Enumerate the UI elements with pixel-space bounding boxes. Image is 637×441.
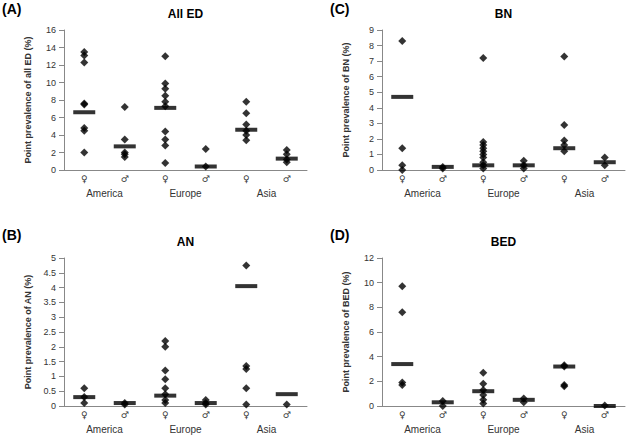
svg-text:Point prevalence of BN (%): Point prevalence of BN (%): [341, 42, 351, 157]
svg-text:America: America: [404, 188, 441, 199]
svg-text:1: 1: [51, 371, 56, 381]
svg-text:♀: ♀: [561, 174, 568, 184]
svg-text:♂: ♂: [601, 174, 609, 184]
svg-text:Asia: Asia: [257, 424, 277, 435]
svg-text:♀: ♀: [162, 410, 169, 420]
svg-text:7: 7: [369, 56, 374, 66]
svg-text:4: 4: [369, 352, 374, 362]
svg-text:Europe: Europe: [487, 424, 520, 435]
svg-text:Point prevalence of BED (%): Point prevalence of BED (%): [341, 271, 351, 392]
svg-text:♀: ♀: [399, 410, 406, 420]
svg-text:(C): (C): [330, 1, 349, 17]
svg-text:12: 12: [46, 60, 56, 70]
svg-text:2: 2: [369, 134, 374, 144]
svg-text:(A): (A): [2, 1, 21, 17]
svg-text:1: 1: [369, 149, 374, 159]
svg-text:♀: ♀: [243, 174, 250, 184]
svg-text:Asia: Asia: [257, 188, 277, 199]
svg-text:3: 3: [51, 312, 56, 322]
svg-text:BN: BN: [495, 7, 512, 21]
svg-text:Europe: Europe: [487, 188, 520, 199]
svg-text:America: America: [86, 188, 123, 199]
svg-text:(D): (D): [330, 227, 349, 243]
svg-text:2: 2: [51, 148, 56, 158]
svg-text:♂: ♂: [520, 410, 528, 420]
svg-text:2.5: 2.5: [43, 327, 56, 337]
svg-text:♀: ♀: [162, 174, 169, 184]
svg-text:Asia: Asia: [575, 424, 595, 435]
svg-text:3: 3: [369, 118, 374, 128]
svg-text:10: 10: [46, 78, 56, 88]
svg-text:16: 16: [46, 25, 56, 35]
svg-text:0: 0: [369, 165, 374, 175]
svg-text:America: America: [404, 424, 441, 435]
svg-text:4: 4: [51, 130, 56, 140]
svg-text:12: 12: [364, 253, 374, 263]
svg-text:BED: BED: [491, 235, 517, 249]
svg-text:Point prevalence of AN (%): Point prevalence of AN (%): [23, 275, 33, 390]
svg-text:9: 9: [369, 25, 374, 35]
svg-text:6: 6: [369, 72, 374, 82]
svg-text:♂: ♂: [283, 410, 291, 420]
svg-text:America: America: [86, 424, 123, 435]
svg-text:1.5: 1.5: [43, 357, 56, 367]
svg-text:Europe: Europe: [169, 424, 202, 435]
svg-text:6: 6: [51, 113, 56, 123]
svg-text:8: 8: [51, 95, 56, 105]
svg-text:♂: ♂: [121, 410, 129, 420]
svg-text:4: 4: [51, 283, 56, 293]
svg-text:♀: ♀: [81, 410, 88, 420]
svg-text:♂: ♂: [283, 174, 291, 184]
svg-text:6: 6: [369, 327, 374, 337]
svg-text:3.5: 3.5: [43, 297, 56, 307]
svg-text:♂: ♂: [439, 174, 447, 184]
svg-text:All ED: All ED: [168, 7, 204, 21]
svg-text:♂: ♂: [202, 174, 210, 184]
svg-text:♀: ♀: [243, 410, 250, 420]
svg-text:0: 0: [51, 165, 56, 175]
svg-text:5: 5: [51, 253, 56, 263]
svg-text:♀: ♀: [561, 410, 568, 420]
svg-text:0: 0: [369, 401, 374, 411]
svg-text:2: 2: [369, 376, 374, 386]
svg-text:AN: AN: [177, 235, 194, 249]
svg-text:Asia: Asia: [575, 188, 595, 199]
svg-text:0: 0: [51, 401, 56, 411]
svg-text:♂: ♂: [121, 174, 129, 184]
svg-text:♂: ♂: [601, 410, 609, 420]
svg-text:Point prevalence of all ED (%): Point prevalence of all ED (%): [23, 36, 33, 163]
svg-text:4.5: 4.5: [43, 268, 56, 278]
svg-text:4: 4: [369, 103, 374, 113]
svg-text:♂: ♂: [439, 410, 447, 420]
svg-text:8: 8: [369, 302, 374, 312]
svg-text:♀: ♀: [480, 174, 487, 184]
svg-text:♀: ♀: [480, 410, 487, 420]
svg-text:14: 14: [46, 43, 56, 53]
svg-text:5: 5: [369, 87, 374, 97]
svg-text:10: 10: [364, 278, 374, 288]
svg-text:♂: ♂: [520, 174, 528, 184]
svg-text:8: 8: [369, 41, 374, 51]
svg-text:0.5: 0.5: [43, 386, 56, 396]
svg-text:♀: ♀: [399, 174, 406, 184]
svg-text:Europe: Europe: [169, 188, 202, 199]
svg-text:(B): (B): [2, 227, 21, 243]
svg-text:♀: ♀: [81, 174, 88, 184]
svg-text:2: 2: [51, 342, 56, 352]
svg-text:♂: ♂: [202, 410, 210, 420]
